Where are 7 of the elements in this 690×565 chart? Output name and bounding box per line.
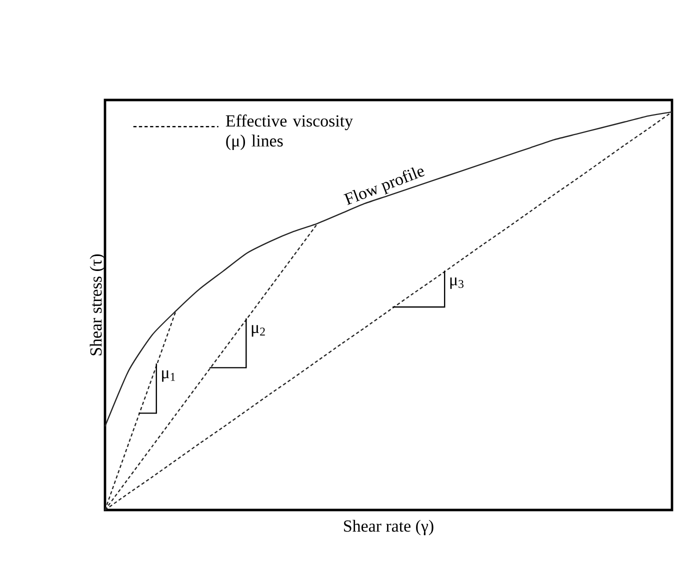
x-axis-title: Shear rate (γ) xyxy=(344,520,434,536)
series-label: μ$_{3}$ xyxy=(450,277,464,289)
annotation: Effective viscosity (μ) lines xyxy=(226,114,353,150)
y-axis-title: Shear stress (τ) xyxy=(90,254,106,356)
series-label: μ$_{1}$ xyxy=(162,370,176,382)
series-label: μ$_{2}$ xyxy=(252,325,265,337)
text: Flow profile xyxy=(344,167,425,205)
